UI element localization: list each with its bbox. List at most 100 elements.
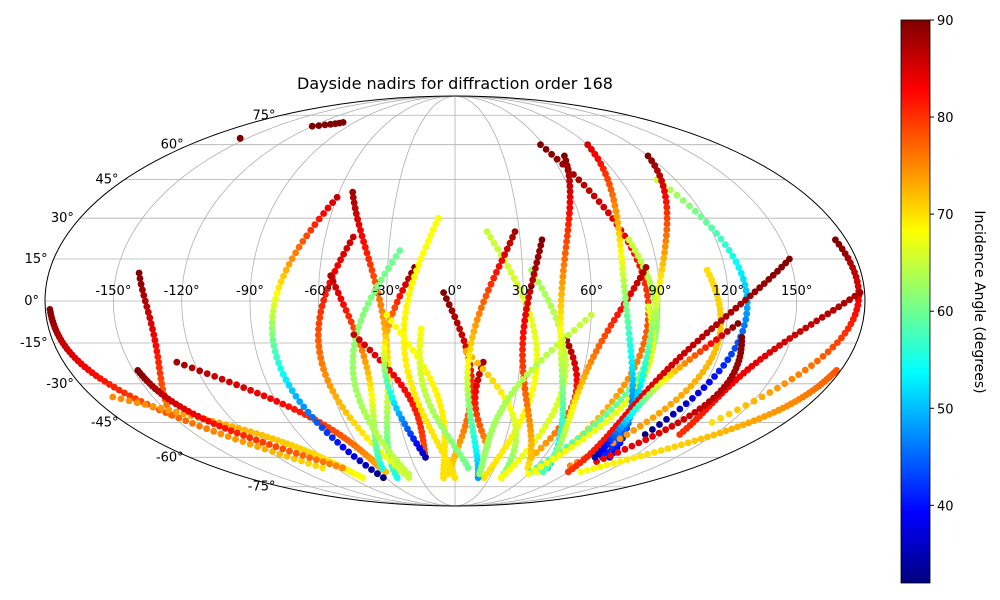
nadir-point: [655, 409, 663, 417]
latitude-tick-label: 75°: [252, 108, 275, 123]
nadir-point: [635, 387, 643, 395]
nadir-point: [553, 401, 561, 409]
nadir-point: [529, 276, 537, 284]
nadir-point: [149, 325, 156, 333]
nadir-point: [795, 371, 803, 378]
nadir-point: [472, 405, 480, 413]
nadir-point: [392, 253, 400, 260]
nadir-point: [645, 342, 653, 350]
nadir-point: [557, 320, 564, 328]
nadir-point: [467, 412, 474, 420]
latitude-tick-label: -75°: [248, 480, 276, 495]
nadir-point: [418, 407, 425, 414]
nadir-point: [482, 292, 490, 300]
latitude-tick-label: 0°: [24, 294, 39, 309]
nadir-point: [402, 309, 410, 316]
nadir-point: [270, 342, 278, 350]
nadir-point: [349, 194, 357, 201]
nadir-point: [691, 409, 699, 416]
nadir-point: [673, 191, 681, 199]
nadir-point: [557, 296, 565, 304]
nadir-point: [258, 431, 266, 439]
nadir-point: [656, 278, 664, 285]
nadir-point: [587, 358, 595, 366]
nadir-point: [227, 427, 235, 435]
nadir-point: [617, 247, 625, 255]
nadir-point: [461, 422, 469, 430]
nadir-point: [476, 470, 483, 478]
nadir-point: [535, 433, 542, 440]
nadir-point: [429, 226, 437, 234]
nadir-point: [409, 346, 417, 354]
nadir-point: [363, 413, 371, 421]
nadir-point: [269, 330, 276, 338]
nadir-point: [776, 342, 783, 349]
nadir-point: [533, 361, 540, 369]
nadir-point: [521, 385, 529, 393]
nadir-point: [597, 422, 604, 430]
nadir-point: [680, 416, 688, 423]
nadir-point: [519, 351, 526, 359]
nadir-point: [559, 411, 567, 418]
nadir-point: [181, 361, 188, 369]
nadir-point: [291, 405, 298, 413]
nadir-point: [451, 474, 459, 482]
nadir-point: [332, 393, 340, 400]
nadir-point: [566, 177, 573, 185]
nadir-point: [139, 286, 146, 294]
nadir-point: [383, 434, 391, 441]
nadir-point: [703, 329, 711, 337]
nadir-point: [165, 406, 173, 414]
colorbar-label: Incidence Angle (degrees): [971, 210, 987, 393]
nadir-point: [718, 332, 726, 339]
nadir-point: [415, 261, 423, 268]
nadir-point: [538, 427, 546, 435]
nadir-point: [637, 452, 645, 460]
nadir-point: [474, 416, 482, 424]
nadir-point: [381, 367, 389, 374]
nadir-point: [350, 331, 358, 338]
nadir-point: [314, 331, 322, 339]
nadir-point: [653, 295, 661, 303]
nadir-track: [584, 141, 637, 461]
nadir-point: [349, 352, 357, 360]
nadir-point: [474, 376, 482, 384]
nadir-point: [643, 418, 651, 426]
nadir-point: [429, 380, 437, 388]
nadir-point: [526, 422, 534, 430]
nadir-point: [417, 325, 425, 333]
nadir-point: [534, 253, 542, 261]
nadir-point: [147, 320, 155, 327]
nadir-point: [372, 429, 380, 436]
nadir-point: [663, 220, 671, 228]
nadir-point: [636, 422, 644, 430]
nadir-point: [173, 358, 181, 366]
nadir-point: [405, 340, 413, 348]
nadir-track: [591, 320, 742, 461]
nadir-point: [519, 452, 526, 460]
nadir-point: [388, 259, 396, 266]
nadir-point: [226, 378, 233, 386]
nadir-point: [629, 370, 636, 378]
nadir-point: [141, 297, 149, 305]
nadir-point: [615, 230, 623, 238]
nadir-point: [522, 311, 529, 319]
nadir-point: [559, 389, 567, 397]
nadir-point: [416, 353, 423, 361]
nadir-point: [435, 397, 443, 405]
nadir-point: [356, 397, 364, 405]
nadir-point: [669, 410, 677, 418]
nadir-point: [358, 232, 366, 240]
nadir-point: [146, 314, 154, 322]
nadir-point: [506, 465, 514, 473]
nadir-point: [419, 381, 427, 389]
nadir-point: [477, 304, 485, 312]
latitude-tick-label: -15°: [20, 336, 48, 351]
nadir-point: [423, 369, 431, 377]
nadir-point: [563, 238, 570, 246]
nadir-point: [742, 296, 749, 304]
nadir-point: [239, 438, 247, 445]
colorbar-tick-label: 50: [937, 402, 954, 417]
nadir-point: [416, 359, 424, 367]
nadir-point: [272, 295, 279, 303]
